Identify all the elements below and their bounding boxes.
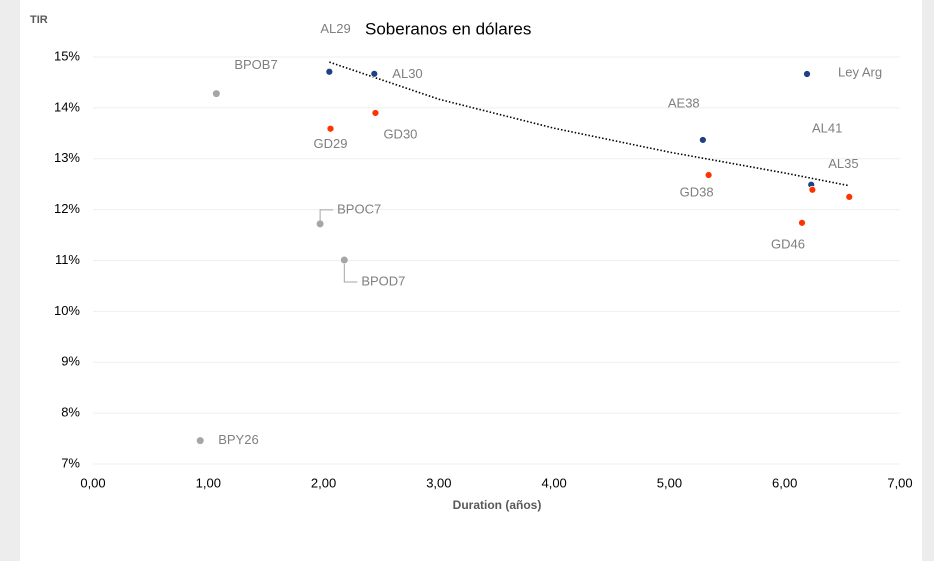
point: [808, 185, 817, 194]
point: [340, 256, 348, 264]
y-tick-label: 12%: [54, 201, 80, 216]
point: [845, 193, 854, 201]
annotation: AL41: [812, 120, 842, 135]
point-label: AE38: [668, 95, 700, 110]
point: [698, 136, 707, 144]
point-label: GD29: [313, 136, 347, 151]
point: [316, 220, 324, 228]
point-label: GD30: [383, 126, 417, 141]
chart-title: Soberanos en dólares: [365, 19, 531, 38]
point-label: GD46: [771, 236, 805, 251]
leader-line: [319, 209, 334, 221]
point-label: BPY26: [218, 432, 258, 447]
y-tick-label: 11%: [55, 252, 80, 267]
point: [370, 69, 379, 78]
y-tick-label: 10%: [54, 303, 80, 318]
y-tick-label: 14%: [54, 99, 80, 114]
point-label: GD38: [680, 184, 714, 199]
legend-marker: [803, 70, 811, 78]
trendline: [329, 61, 850, 187]
leader-line: [343, 263, 358, 283]
chart-area: [20, 0, 922, 561]
y-tick-label: 9%: [61, 354, 80, 369]
y-tick-label: 7%: [61, 455, 80, 470]
point-label: BPOD7: [361, 273, 405, 288]
point: [212, 90, 220, 98]
y-tick-label: 8%: [61, 405, 80, 420]
point: [325, 67, 334, 76]
x-tick-label: 7,00: [887, 475, 912, 490]
point: [196, 437, 204, 445]
point: [704, 171, 713, 179]
x-tick-label: 5,00: [657, 475, 682, 490]
point: [371, 109, 380, 117]
point: [326, 124, 335, 133]
x-axis-title: Duration (años): [453, 498, 542, 512]
x-tick-label: 6,00: [772, 475, 797, 490]
x-tick-label: 0,00: [80, 475, 105, 490]
point-label: AL35: [828, 156, 858, 171]
x-tick-label: 3,00: [426, 475, 451, 490]
point-label: BPOC7: [337, 201, 381, 216]
point-label: AL30: [392, 66, 422, 81]
x-tick-label: 4,00: [541, 475, 566, 490]
x-tick-label: 1,00: [196, 475, 221, 490]
x-tick-label: 2,00: [311, 475, 336, 490]
point-label: BPOB7: [234, 57, 277, 72]
y-axis-title: TIR: [30, 14, 48, 26]
y-tick-label: 15%: [54, 48, 80, 63]
point-label: AL29: [320, 21, 350, 36]
point: [798, 218, 806, 227]
legend-label: Ley Arg: [838, 64, 882, 79]
y-tick-label: 13%: [54, 150, 80, 165]
